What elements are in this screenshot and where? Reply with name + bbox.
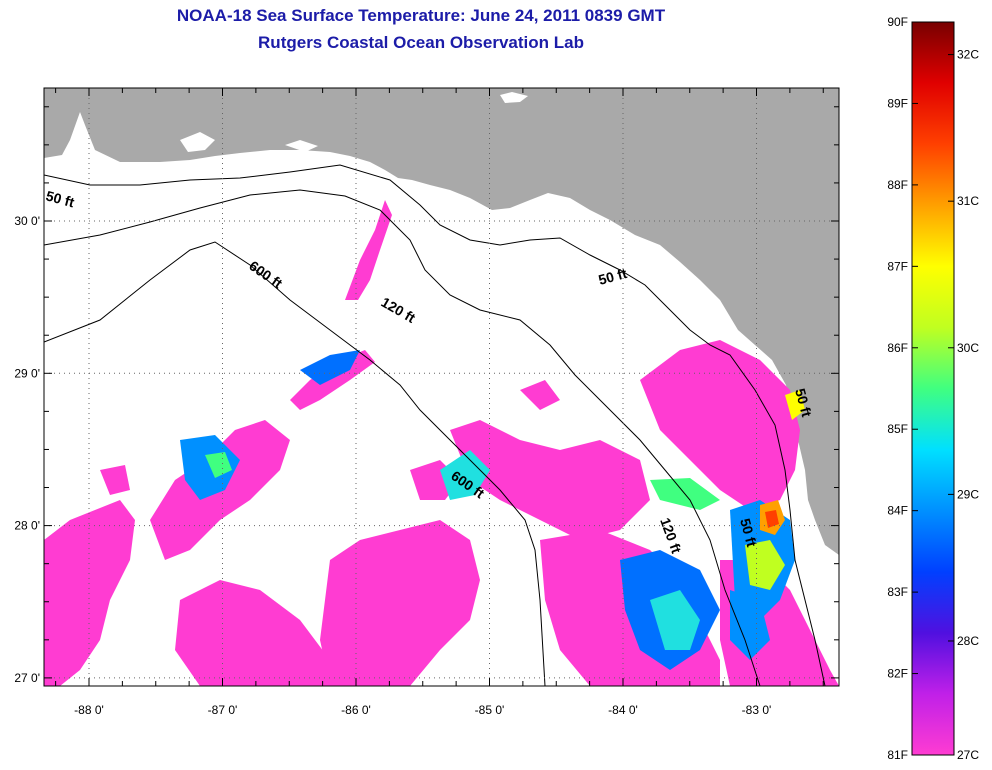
colorbar-f-label: 84F xyxy=(887,504,908,518)
lat-label: 29 0' xyxy=(14,366,40,380)
sst-warm-patches xyxy=(180,350,805,670)
axis-ticks xyxy=(44,88,839,686)
colorbar-f-label: 89F xyxy=(887,96,908,110)
lat-label: 30 0' xyxy=(14,214,40,228)
colorbar-gradient xyxy=(911,21,955,756)
depth-label: 50 ft xyxy=(792,387,815,419)
latitude-labels: 30 0' 29 0' 28 0' 27 0' xyxy=(14,214,40,685)
colorbar-f-label: 86F xyxy=(887,341,908,355)
colorbar: 90F 89F 88F 87F 86F 85F 84F 83F 82F 81F 32C 31C 30C… xyxy=(887,15,979,762)
colorbar-f-label: 83F xyxy=(887,585,908,599)
colorbar-f-label: 87F xyxy=(887,259,908,273)
land-bay xyxy=(500,92,528,103)
colorbar-f-label: 90F xyxy=(887,15,908,29)
map-frame xyxy=(43,87,840,687)
lon-label: -84 0' xyxy=(608,703,638,717)
colorbar-f-label: 82F xyxy=(887,667,908,681)
land-bay xyxy=(285,140,318,152)
colorbar-c-label: 31C xyxy=(957,194,979,208)
map-subtitle: Rutgers Coastal Ocean Observation Lab xyxy=(258,33,584,52)
colorbar-c-label: 27C xyxy=(957,748,979,762)
lon-label: -85 0' xyxy=(475,703,505,717)
colorbar-c-label: 30C xyxy=(957,341,979,355)
colorbar-celsius-labels: 32C 31C 30C 29C 28C 27C xyxy=(948,48,979,762)
lon-label: -86 0' xyxy=(341,703,371,717)
colorbar-f-label: 81F xyxy=(887,748,908,762)
land-mass xyxy=(44,88,839,555)
lat-label: 28 0' xyxy=(14,519,40,533)
lon-label: -88 0' xyxy=(74,703,104,717)
lon-label: -87 0' xyxy=(208,703,238,717)
longitude-labels: -88 0' -87 0' -86 0' -85 0' -84 0' -83 0' xyxy=(74,703,771,717)
colorbar-c-label: 32C xyxy=(957,48,979,62)
depth-label: 50 ft xyxy=(597,265,629,288)
depth-label: 50 ft xyxy=(737,517,760,549)
land-bay xyxy=(180,132,215,152)
colorbar-c-label: 29C xyxy=(957,487,979,501)
colorbar-f-label: 88F xyxy=(887,178,908,192)
lon-label: -83 0' xyxy=(742,703,772,717)
lat-label: 27 0' xyxy=(14,671,40,685)
colorbar-f-label: 85F xyxy=(887,422,908,436)
depth-contours xyxy=(44,164,826,686)
colorbar-c-label: 28C xyxy=(957,634,979,648)
depth-label: 50 ft xyxy=(44,187,76,210)
colorbar-fahrenheit-labels: 90F 89F 88F 87F 86F 85F 84F 83F 82F 81F xyxy=(887,15,918,762)
map-title: NOAA-18 Sea Surface Temperature: June 24… xyxy=(176,6,666,25)
